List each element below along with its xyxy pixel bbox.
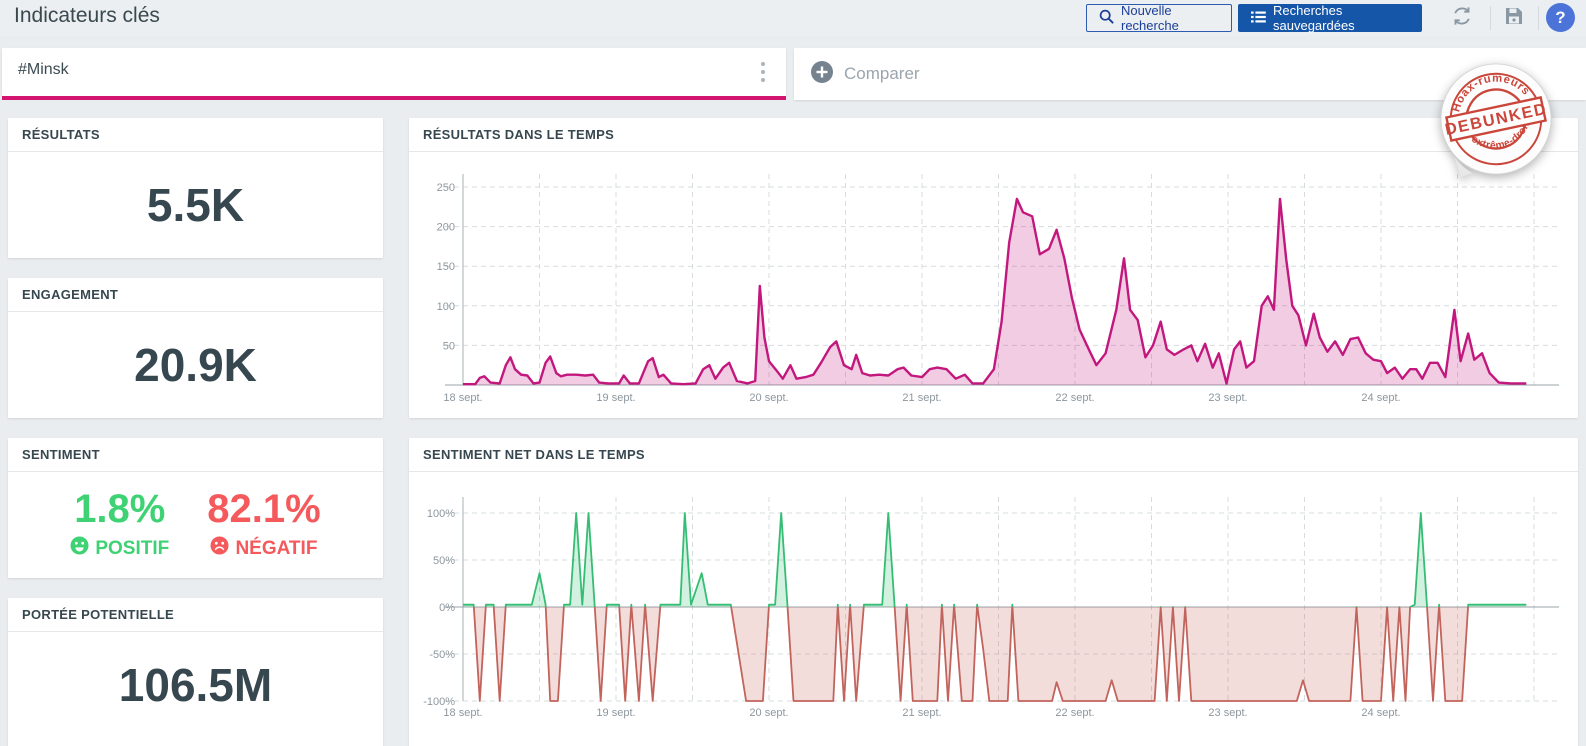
engagement-card-header: ENGAGEMENT (8, 278, 383, 312)
svg-text:20 sept.: 20 sept. (749, 392, 788, 404)
svg-text:24 sept.: 24 sept. (1361, 707, 1400, 719)
svg-text:100%: 100% (427, 508, 455, 520)
svg-text:0%: 0% (439, 602, 455, 614)
svg-text:250: 250 (437, 182, 455, 194)
refresh-button[interactable] (1449, 5, 1475, 31)
floppy-disk-icon (1504, 6, 1524, 31)
svg-text:50: 50 (443, 340, 455, 352)
svg-text:21 sept.: 21 sept. (902, 707, 941, 719)
results-over-time-chart[interactable]: 50 100 150 200 250 18 sept. 19 sept. 20 sept. 21… (409, 152, 1578, 418)
debunked-stamp: Hoax-rumeurs d'extrême-droite DEBUNKED (1437, 56, 1555, 182)
results-over-time-card: RÉSULTATS DANS LE TEMPS 50 100 150 200 250 18… (409, 118, 1578, 418)
svg-text:20 sept.: 20 sept. (749, 707, 788, 719)
svg-text:22 sept.: 22 sept. (1055, 707, 1094, 719)
results-card-header: RÉSULTATS (8, 118, 383, 152)
list-icon (1251, 10, 1266, 27)
results-chart-title: RÉSULTATS DANS LE TEMPS (409, 118, 1578, 152)
save-button[interactable] (1501, 5, 1527, 31)
help-button[interactable]: ? (1546, 3, 1575, 32)
svg-text:200: 200 (437, 222, 455, 234)
svg-text:50%: 50% (433, 555, 455, 567)
sentiment-positive-label: POSITIF (95, 537, 170, 559)
search-query-text: #Minsk (18, 61, 69, 78)
reach-card-header: PORTÉE POTENTIELLE (8, 598, 383, 632)
magnifier-icon (1099, 9, 1114, 27)
kebab-vertical-icon[interactable] (756, 60, 770, 84)
frown-face-icon (210, 536, 229, 561)
search-accent-underline (2, 96, 786, 100)
sentiment-negative-block: 82.1% NÉGATIF (207, 488, 320, 561)
toolbar-separator (1538, 6, 1539, 30)
svg-text:22 sept.: 22 sept. (1055, 392, 1094, 404)
sentiment-positive-value: 1.8% (74, 487, 166, 531)
compare-label: Comparer (844, 64, 920, 83)
saved-searches-label: Recherches sauvegardées (1273, 3, 1355, 33)
question-mark-icon: ? (1555, 7, 1566, 27)
svg-text:-50%: -50% (429, 649, 455, 661)
top-toolbar: Indicateurs clés Nouvelle recherche Rech… (0, 0, 1586, 36)
saved-searches-button[interactable]: Recherches sauvegardées (1238, 3, 1422, 33)
results-value: 5.5K (146, 178, 245, 231)
page-title: Indicateurs clés (14, 4, 160, 27)
sentiment-over-time-card: SENTIMENT NET DANS LE TEMPS 100% 50% 0% -50… (409, 438, 1578, 746)
search-query-box[interactable]: #Minsk (2, 48, 786, 96)
toolbar-separator (1490, 6, 1491, 30)
sentiment-net-over-time-chart[interactable]: 100% 50% 0% -50% -100%18 sept. 19 sept. 20 sep… (409, 472, 1578, 746)
reach-kpi-card: PORTÉE POTENTIELLE 106.5M (8, 598, 383, 746)
new-search-label: Nouvelle recherche (1121, 3, 1179, 33)
results-kpi-card: RÉSULTATS 5.5K (8, 118, 383, 258)
svg-text:23 sept.: 23 sept. (1208, 392, 1247, 404)
svg-text:24 sept.: 24 sept. (1361, 392, 1400, 404)
svg-text:21 sept.: 21 sept. (902, 392, 941, 404)
sentiment-chart-title: SENTIMENT NET DANS LE TEMPS (409, 438, 1578, 472)
svg-text:18 sept.: 18 sept. (443, 707, 482, 719)
engagement-value: 20.9K (134, 338, 257, 391)
reach-value: 106.5M (118, 658, 273, 711)
sentiment-kpi-card: SENTIMENT 1.8% POSITIF 82.1% NÉGATIF (8, 438, 383, 578)
svg-text:19 sept.: 19 sept. (596, 392, 635, 404)
engagement-kpi-card: ENGAGEMENT 20.9K (8, 278, 383, 418)
smiley-face-icon (70, 536, 89, 561)
circular-arrows-icon (1451, 5, 1473, 32)
sentiment-negative-label: NÉGATIF (235, 537, 318, 559)
sentiment-negative-value: 82.1% (207, 487, 321, 531)
svg-text:19 sept.: 19 sept. (596, 707, 635, 719)
svg-text:23 sept.: 23 sept. (1208, 707, 1247, 719)
svg-text:18 sept.: 18 sept. (443, 392, 482, 404)
svg-text:150: 150 (437, 261, 455, 273)
new-search-button[interactable]: Nouvelle recherche (1086, 3, 1232, 33)
sentiment-positive-block: 1.8% POSITIF (70, 488, 169, 561)
svg-text:100: 100 (437, 301, 455, 313)
plus-circle-icon (810, 60, 834, 89)
sentiment-card-header: SENTIMENT (8, 438, 383, 472)
svg-text:-100%: -100% (423, 696, 455, 708)
